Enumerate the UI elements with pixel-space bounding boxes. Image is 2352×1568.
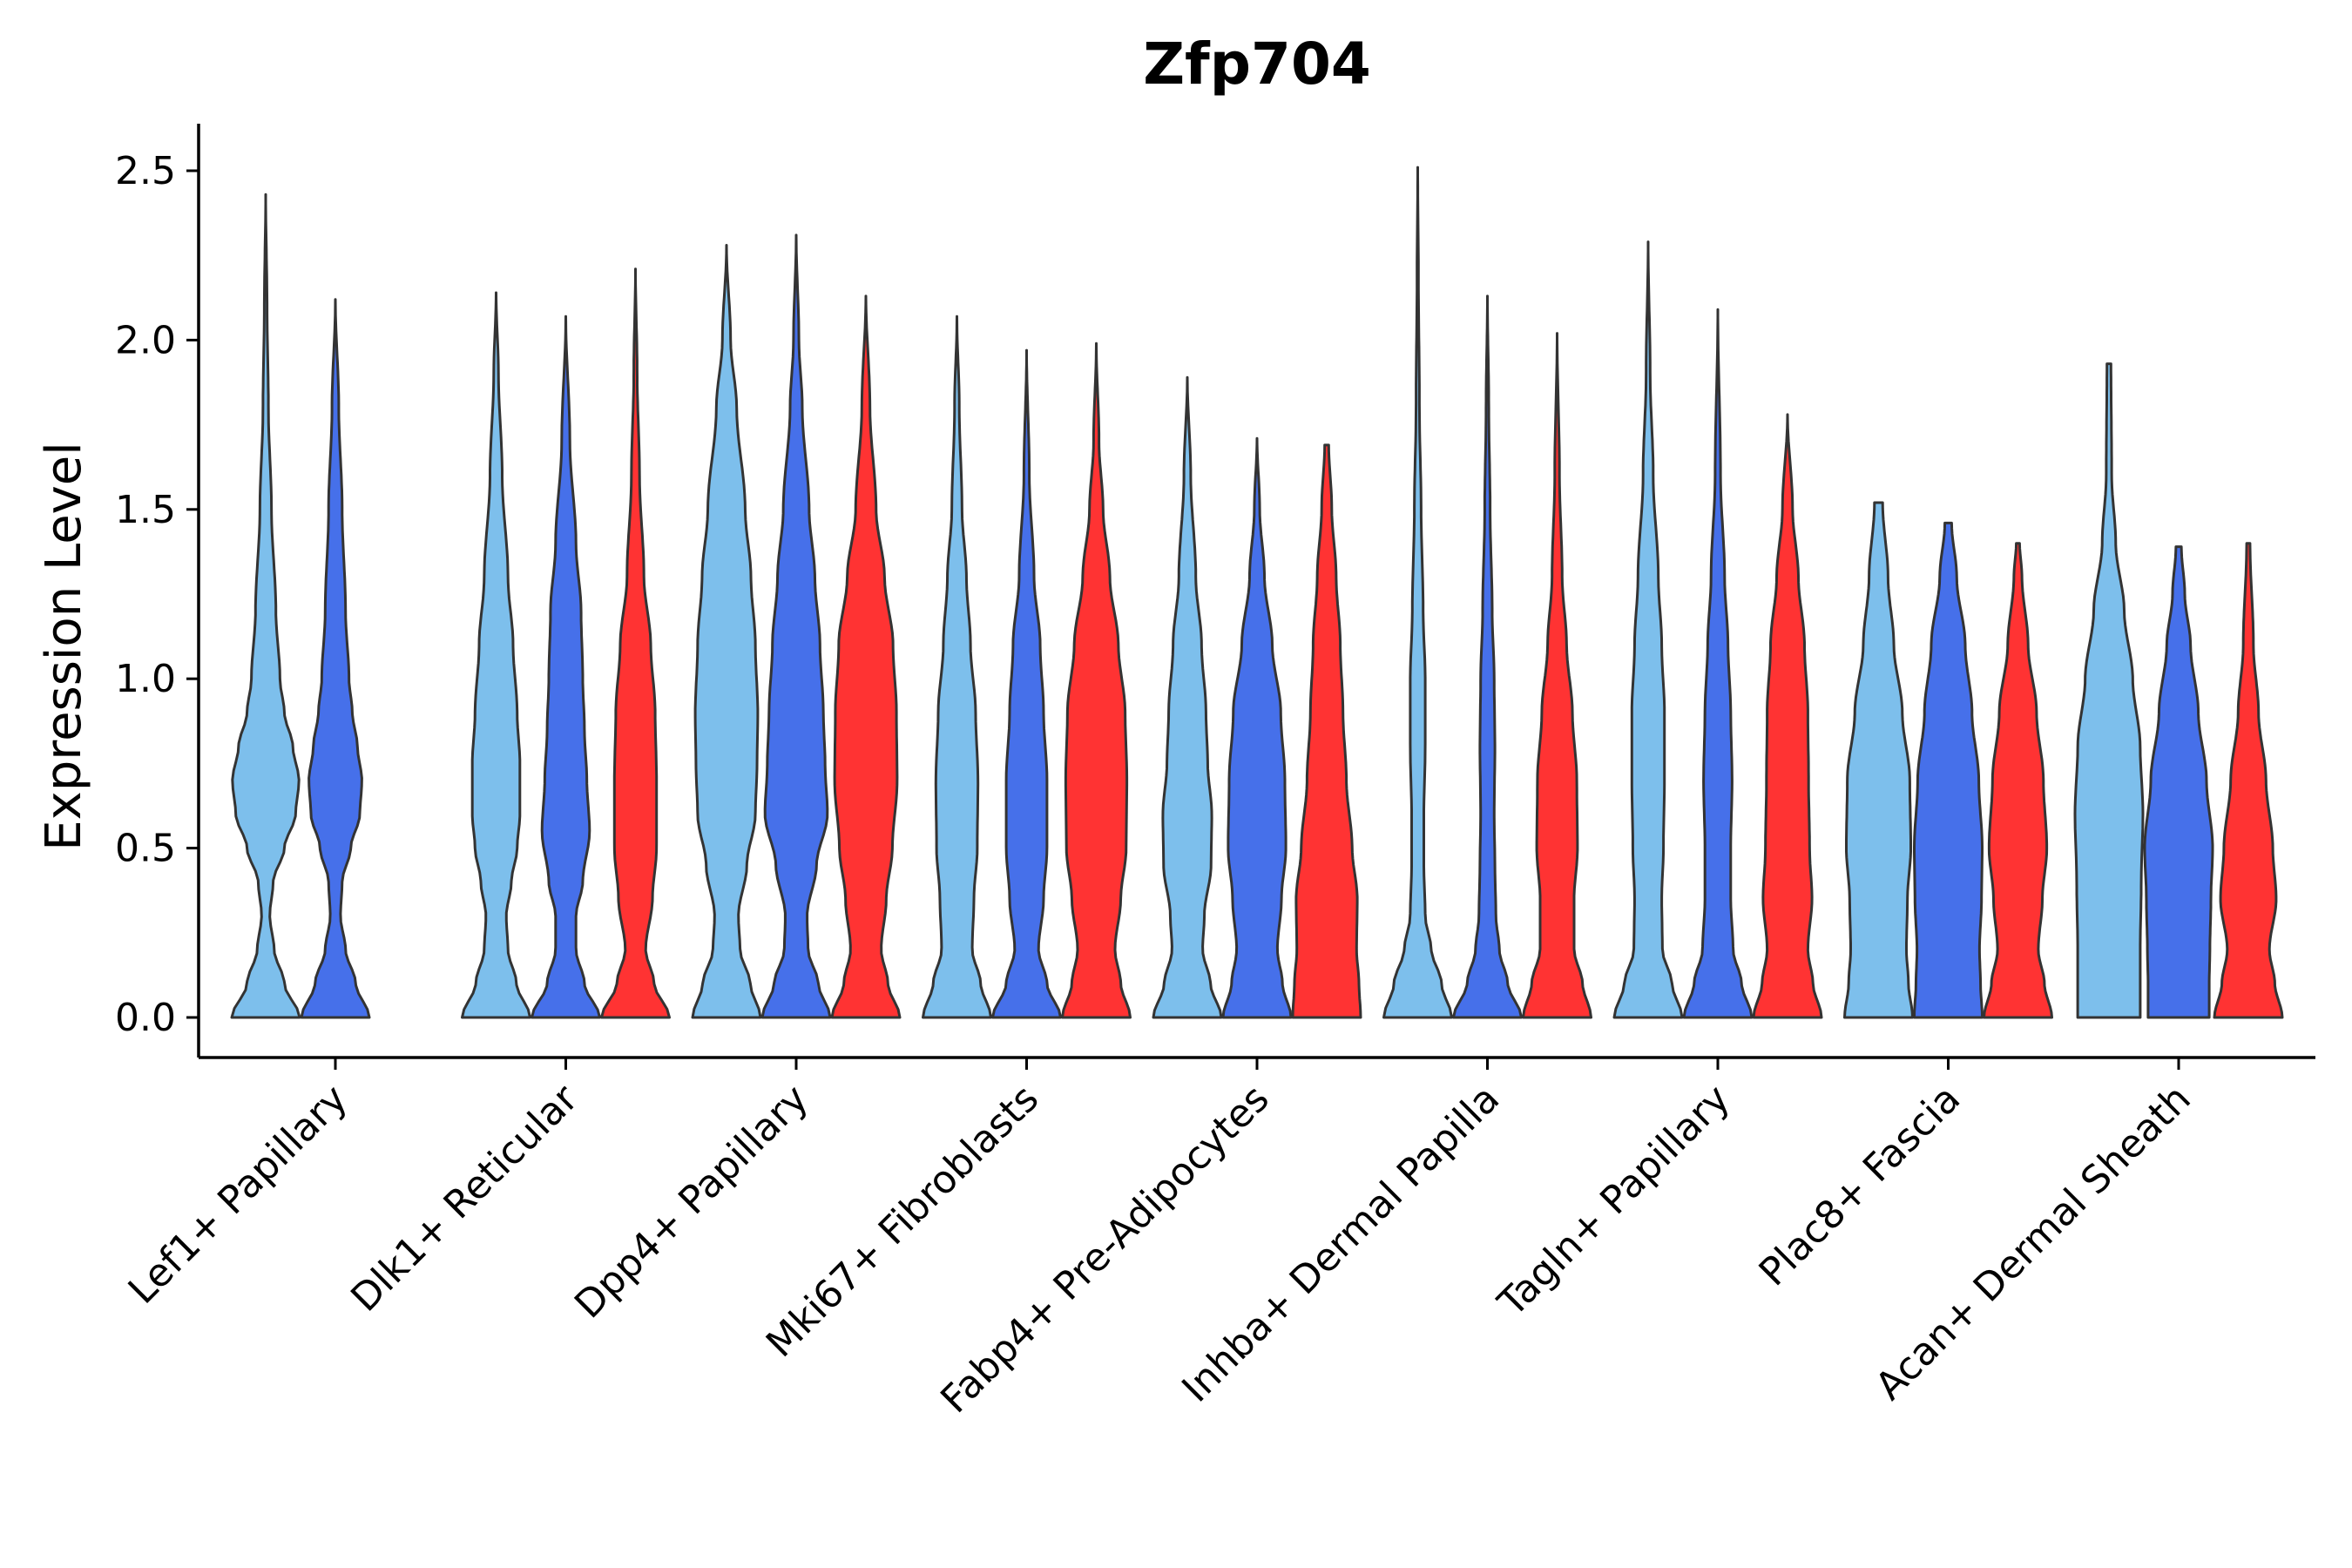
x-category-label: Tagln+ Papillary bbox=[1490, 1077, 1739, 1326]
violin-8-0 bbox=[2073, 362, 2145, 1019]
y-tick-label: 1.5 bbox=[115, 488, 176, 532]
violin-7-2 bbox=[1983, 542, 2053, 1019]
violin-4-2 bbox=[1291, 443, 1362, 1019]
violin-3-2 bbox=[1061, 341, 1132, 1019]
violin-1-0 bbox=[461, 291, 531, 1019]
violin-5-0 bbox=[1382, 166, 1453, 1019]
violin-6-0 bbox=[1612, 240, 1684, 1019]
violin-2-2 bbox=[830, 294, 902, 1019]
violin-3-1 bbox=[991, 348, 1062, 1019]
violin-8-2 bbox=[2213, 542, 2284, 1019]
y-tick-label: 2.5 bbox=[115, 149, 176, 193]
violin-2-1 bbox=[760, 233, 832, 1019]
violin-4-0 bbox=[1152, 375, 1223, 1019]
violin-3-0 bbox=[922, 314, 992, 1019]
violin-4-1 bbox=[1221, 436, 1293, 1019]
y-tick-label: 0.0 bbox=[115, 996, 176, 1040]
violin-8-1 bbox=[2143, 545, 2214, 1019]
violin-2-0 bbox=[691, 244, 762, 1019]
violin-1-1 bbox=[531, 314, 601, 1019]
violin-6-1 bbox=[1682, 308, 1754, 1019]
y-tick-label: 2.0 bbox=[115, 318, 176, 362]
violin-6-2 bbox=[1752, 413, 1823, 1019]
violin-5-1 bbox=[1452, 294, 1523, 1019]
violin-0-1 bbox=[300, 298, 371, 1019]
violin-layer bbox=[230, 166, 2284, 1019]
x-category-label: Dpp4+ Papillary bbox=[566, 1077, 817, 1328]
violin-5-2 bbox=[1522, 332, 1592, 1019]
y-axis-label: Expression Level bbox=[36, 442, 92, 851]
x-category-label: Lef1+ Papillary bbox=[120, 1077, 356, 1313]
violin-7-0 bbox=[1843, 501, 1914, 1019]
chart-title: Zfp704 bbox=[1143, 30, 1371, 98]
x-category-label: Plac8+ Fascia bbox=[1751, 1077, 1970, 1295]
y-ticks: 0.0 0.5 1.0 1.5 2.0 2.5 bbox=[115, 149, 199, 1040]
violin-7-1 bbox=[1913, 521, 1984, 1019]
y-tick-label: 0.5 bbox=[115, 827, 176, 871]
violin-0-0 bbox=[230, 193, 301, 1019]
x-category-label: Dlk1+ Reticular bbox=[342, 1076, 587, 1321]
violin-1-2 bbox=[600, 267, 671, 1019]
y-tick-label: 1.0 bbox=[115, 657, 176, 701]
